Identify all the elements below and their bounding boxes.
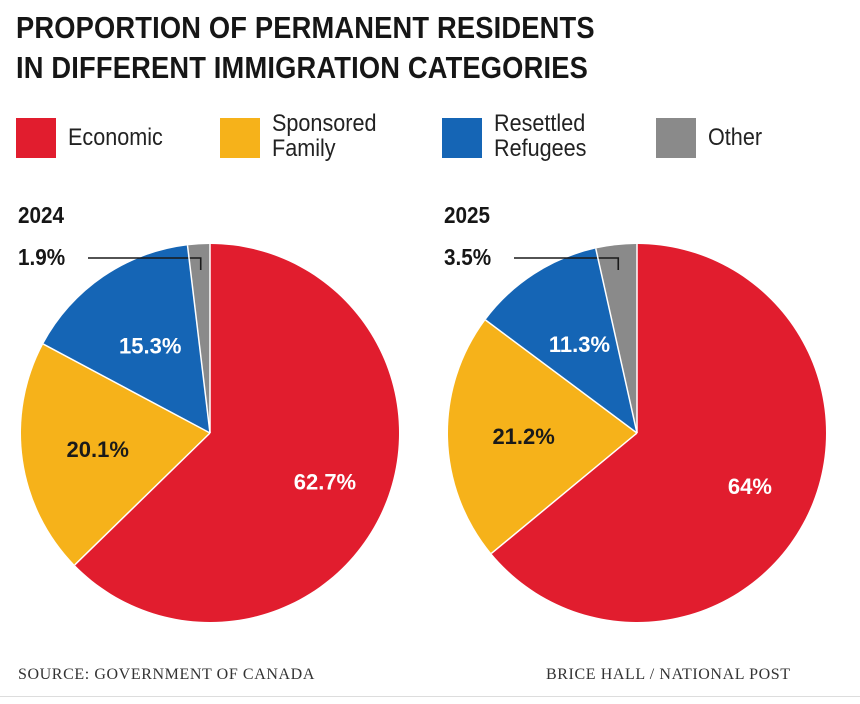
pie-2024-slice-sponsored-family xyxy=(21,344,210,565)
pie-2024-label-economic: 62.7% xyxy=(294,469,356,494)
pie-2024-slice-divider xyxy=(74,432,211,566)
pie-2025-slice-sponsored-family xyxy=(447,319,637,554)
pie-2025-other-callout: 3.5% xyxy=(444,244,492,270)
pie-2025-slice-divider xyxy=(485,319,638,434)
source-note: SOURCE: GOVERNMENT OF CANADA xyxy=(18,666,315,683)
pie-2025-label-economic: 64% xyxy=(728,474,772,499)
pie-2024-slice-divider xyxy=(186,245,211,434)
pie-2024-slice-divider xyxy=(42,343,211,434)
pie-2025-title: 2025 xyxy=(444,202,491,228)
title-line-2: IN DIFFERENT IMMIGRATION CATEGORIES xyxy=(16,50,588,85)
legend-swatch-sponsored-family xyxy=(220,118,260,158)
pie-2025-label-resettled-refugees: 11.3% xyxy=(549,332,610,357)
pie-2025-slice-divider xyxy=(490,432,638,555)
legend-label-economic: Economic xyxy=(68,124,163,151)
pie-2025-slice-economic xyxy=(491,244,826,622)
bottom-divider xyxy=(0,696,860,697)
pie-2024-slice-resettled-refugees xyxy=(43,245,210,433)
pie-2024-label-resettled-refugees: 15.3% xyxy=(119,334,181,359)
pie-2025-slice-resettled-refugees xyxy=(485,248,637,433)
legend-label-other: Other xyxy=(708,124,763,151)
legend-swatch-resettled-refugees xyxy=(442,118,482,158)
pie-2024-slice-economic xyxy=(74,244,400,622)
title-line-1: PROPORTION OF PERMANENT RESIDENTS xyxy=(16,10,595,45)
legend-label-resettled-refugees: Resettled Refugees xyxy=(494,110,587,162)
legend-swatch-economic xyxy=(16,118,56,158)
pie-2025-leader-line-other xyxy=(514,257,620,270)
legend-swatch-other xyxy=(656,118,696,158)
pie-2024-title: 2024 xyxy=(18,202,65,228)
pie-2024-other-callout: 1.9% xyxy=(18,244,66,270)
legend-label-sponsored-family: Sponsored Family xyxy=(272,110,377,162)
credit-note: BRICE HALL / NATIONAL POST xyxy=(546,666,791,683)
pie-2025-label-sponsored-family: 21.2% xyxy=(492,424,554,449)
pie-2024-label-sponsored-family: 20.1% xyxy=(67,437,129,462)
chart-title: PROPORTION OF PERMANENT RESIDENTS IN DIF… xyxy=(16,8,650,88)
pie-2025-slice-divider xyxy=(595,248,638,434)
pie-2024-leader-line-other xyxy=(88,257,202,270)
